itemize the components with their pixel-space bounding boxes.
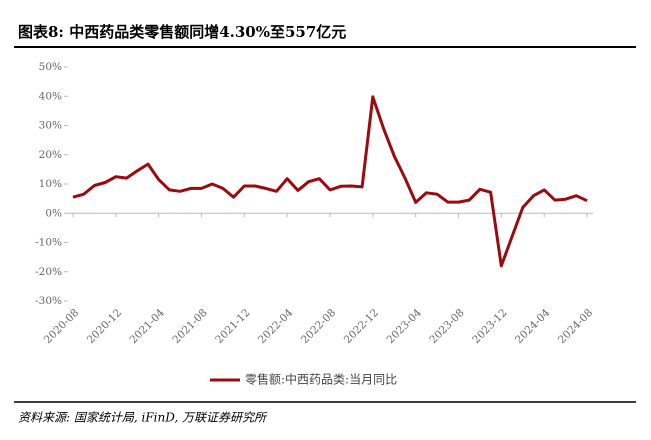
y-tick-label: 20% [39, 149, 62, 161]
x-tick-label: 2021-04 [128, 307, 168, 347]
y-tick-label: -30% [35, 295, 62, 307]
y-tick-label: 30% [39, 120, 62, 132]
x-tick-label: 2024-04 [513, 307, 553, 347]
x-tick-label: 2022-12 [342, 307, 381, 346]
chart-title: 图表8: 中西药品类零售额同增4.30%至557亿元 [18, 23, 346, 41]
legend-label: 零售额:中西药品类:当月同比 [245, 372, 397, 387]
y-tick-label: 40% [39, 90, 62, 102]
x-tick-label: 2020-08 [42, 307, 81, 346]
x-tick-label: 2024-08 [556, 307, 595, 346]
x-tick-label: 2021-08 [170, 307, 209, 346]
x-tick-label: 2021-12 [213, 307, 252, 346]
y-tick-label: 10% [39, 178, 62, 190]
x-tick-label: 2023-12 [470, 307, 509, 346]
source: 资料来源: 国家统计局, iFinD, 万联证券研究所 [18, 411, 268, 425]
y-tick-label: 50% [39, 61, 62, 73]
y-tick-label: -10% [35, 237, 62, 249]
series-line [72, 95, 588, 268]
x-tick-label: 2020-12 [85, 307, 124, 346]
x-tick-label: 2022-08 [299, 307, 338, 346]
y-tick-label: -20% [35, 266, 62, 278]
y-tick-label: 0% [45, 207, 62, 219]
x-tick-label: 2023-08 [427, 307, 466, 346]
x-tick-label: 2022-04 [256, 307, 296, 347]
x-tick-label: 2023-04 [385, 307, 425, 347]
